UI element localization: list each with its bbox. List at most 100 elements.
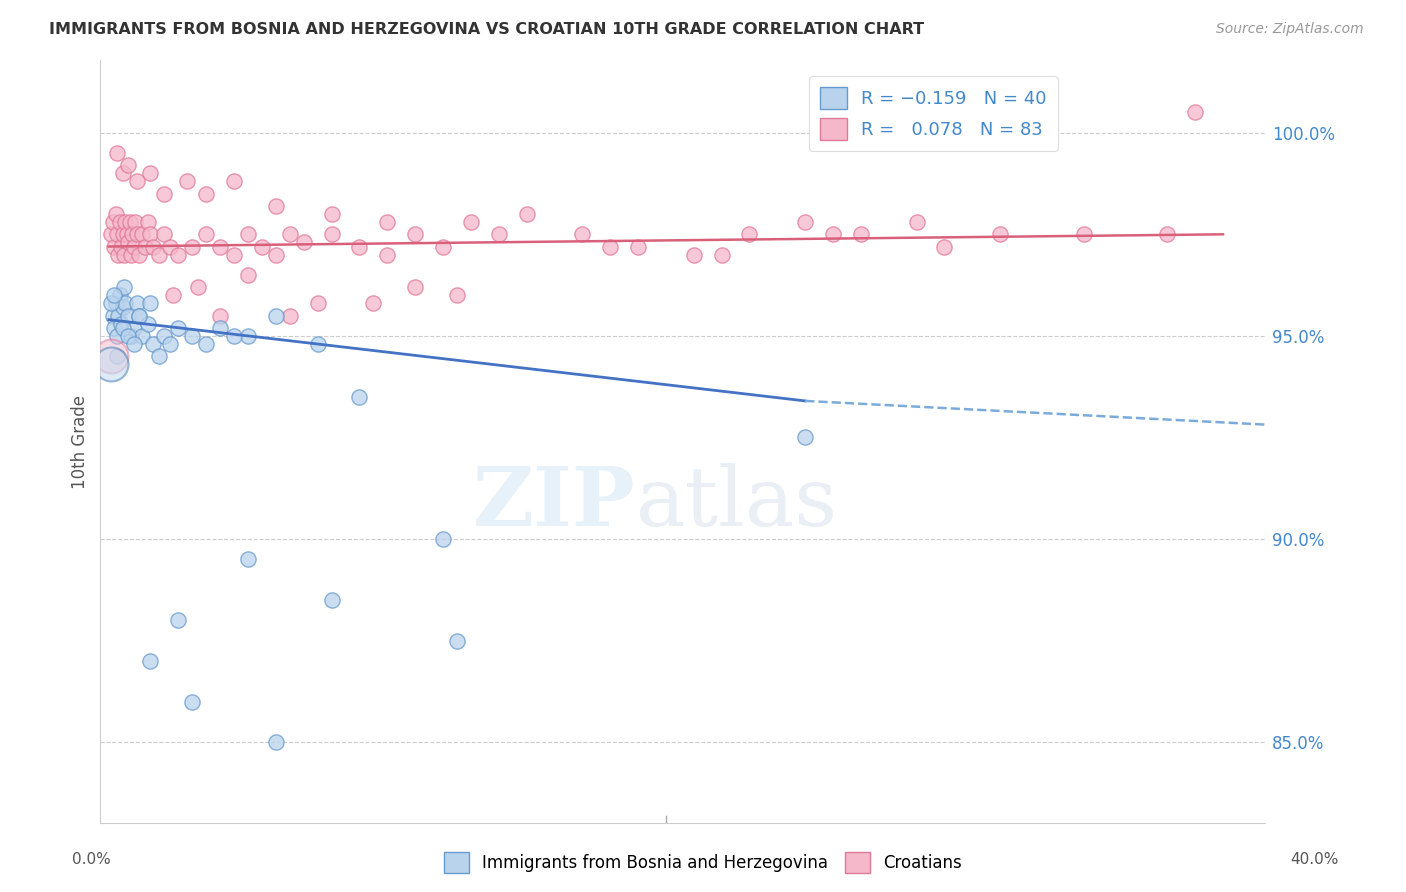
Point xyxy=(176,174,198,188)
Point xyxy=(125,227,148,242)
Point xyxy=(516,207,538,221)
Point xyxy=(128,309,150,323)
Point xyxy=(142,239,165,253)
Point xyxy=(111,166,134,180)
Point xyxy=(103,320,125,334)
Point xyxy=(105,146,128,161)
Point xyxy=(167,247,190,261)
Point xyxy=(222,174,245,188)
Point xyxy=(111,227,134,242)
Text: atlas: atlas xyxy=(636,463,838,542)
Point xyxy=(187,280,209,294)
Point xyxy=(104,296,127,310)
Point xyxy=(682,247,704,261)
Point xyxy=(112,280,135,294)
Point xyxy=(236,552,259,566)
Point xyxy=(794,430,817,444)
Text: 40.0%: 40.0% xyxy=(1291,852,1339,867)
Point xyxy=(236,268,259,282)
Point xyxy=(209,320,232,334)
Point xyxy=(110,239,132,253)
Point xyxy=(120,329,142,343)
Text: IMMIGRANTS FROM BOSNIA AND HERZEGOVINA VS CROATIAN 10TH GRADE CORRELATION CHART: IMMIGRANTS FROM BOSNIA AND HERZEGOVINA V… xyxy=(49,22,924,37)
Point xyxy=(446,633,468,648)
Point xyxy=(111,301,134,315)
Point xyxy=(104,207,127,221)
Point xyxy=(159,239,181,253)
Point xyxy=(571,227,593,242)
Point xyxy=(122,320,145,334)
Point xyxy=(117,235,139,250)
Point xyxy=(181,695,204,709)
Point xyxy=(100,357,122,371)
Point xyxy=(404,280,426,294)
Point xyxy=(124,215,146,229)
Point xyxy=(195,337,218,351)
Point xyxy=(278,227,301,242)
Point xyxy=(117,329,139,343)
Point xyxy=(375,215,398,229)
Point xyxy=(134,239,156,253)
Text: Source: ZipAtlas.com: Source: ZipAtlas.com xyxy=(1216,22,1364,37)
Point xyxy=(264,199,287,213)
Point xyxy=(460,215,482,229)
Point xyxy=(1184,105,1206,120)
Point xyxy=(181,329,204,343)
Point xyxy=(432,239,454,253)
Point xyxy=(159,337,181,351)
Point xyxy=(363,296,385,310)
Point xyxy=(710,247,733,261)
Point xyxy=(128,247,150,261)
Point xyxy=(349,239,371,253)
Point xyxy=(321,227,343,242)
Point xyxy=(111,320,134,334)
Point xyxy=(128,309,150,323)
Point xyxy=(264,735,287,749)
Point xyxy=(446,288,468,302)
Point xyxy=(349,390,371,404)
Point xyxy=(321,593,343,607)
Point xyxy=(905,215,928,229)
Point xyxy=(153,227,176,242)
Point xyxy=(250,239,273,253)
Y-axis label: 10th Grade: 10th Grade xyxy=(72,394,89,489)
Point xyxy=(307,337,329,351)
Point xyxy=(101,215,124,229)
Point xyxy=(488,227,510,242)
Point xyxy=(627,239,650,253)
Point xyxy=(236,329,259,343)
Point xyxy=(794,215,817,229)
Point xyxy=(236,227,259,242)
Point xyxy=(167,320,190,334)
Point xyxy=(153,186,176,201)
Point xyxy=(148,247,170,261)
Point xyxy=(139,227,162,242)
Point xyxy=(118,215,141,229)
Point xyxy=(209,309,232,323)
Point xyxy=(122,239,145,253)
Point xyxy=(108,288,131,302)
Point xyxy=(108,215,131,229)
Point xyxy=(101,309,124,323)
Point xyxy=(849,227,872,242)
Point xyxy=(432,532,454,546)
Point xyxy=(195,227,218,242)
Point xyxy=(139,166,162,180)
Point xyxy=(167,613,190,627)
Point xyxy=(100,227,122,242)
Point xyxy=(181,239,204,253)
Point xyxy=(321,207,343,221)
Legend: R = −0.159   N = 40, R =   0.078   N = 83: R = −0.159 N = 40, R = 0.078 N = 83 xyxy=(808,77,1057,151)
Point xyxy=(100,296,122,310)
Legend: Immigrants from Bosnia and Herzegovina, Croatians: Immigrants from Bosnia and Herzegovina, … xyxy=(437,846,969,880)
Point xyxy=(264,309,287,323)
Point xyxy=(1156,227,1178,242)
Point xyxy=(107,309,129,323)
Point xyxy=(162,288,184,302)
Text: ZIP: ZIP xyxy=(474,463,636,542)
Point xyxy=(122,337,145,351)
Point xyxy=(222,247,245,261)
Point xyxy=(1073,227,1095,242)
Point xyxy=(125,296,148,310)
Point xyxy=(115,227,138,242)
